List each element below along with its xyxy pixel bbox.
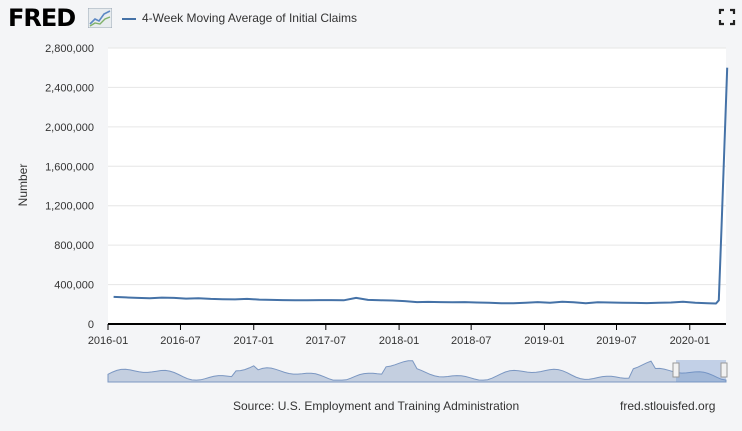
chart-header: FRED 4-Week Moving Average of Initial Cl… (0, 0, 742, 38)
x-tick-label: 2017-01 (234, 335, 274, 347)
x-tick-label: 2020-01 (670, 335, 710, 347)
x-tick-label: 2016-07 (160, 335, 200, 347)
fred-logo[interactable]: FRED (8, 4, 76, 32)
navigator-handle-left[interactable] (672, 362, 680, 378)
y-tick-label: 2,000,000 (45, 122, 94, 134)
y-tick-label: 2,800,000 (45, 43, 94, 55)
fullscreen-icon[interactable] (718, 8, 736, 26)
fred-logo-graph-icon (88, 8, 112, 28)
x-tick-label: 2019-01 (524, 335, 564, 347)
navigator-selection (676, 360, 726, 382)
source-note: Source: U.S. Employment and Training Adm… (233, 399, 520, 413)
x-tick-label: 2017-07 (306, 335, 346, 347)
fred-site-link[interactable]: fred.stlouisfed.org (620, 399, 716, 413)
y-tick-label: 0 (88, 319, 94, 331)
y-tick-label: 400,000 (54, 280, 94, 292)
navigator-handle-right[interactable] (720, 362, 728, 378)
navigator-series-area (107, 360, 727, 383)
y-tick-label: 1,600,000 (45, 161, 94, 173)
x-tick-label: 2018-01 (379, 335, 419, 347)
x-tick-label: 2016-01 (88, 335, 128, 347)
legend-swatch (122, 18, 136, 20)
plot-area (108, 48, 726, 324)
series-line (113, 67, 729, 305)
x-tick-label: 2018-07 (451, 335, 491, 347)
legend-label: 4-Week Moving Average of Initial Claims (142, 11, 357, 25)
y-tick-label: 800,000 (54, 240, 94, 252)
y-tick-label: 1,200,000 (45, 201, 94, 213)
x-tick-label: 2019-07 (596, 335, 636, 347)
y-tick-label: 2,400,000 (45, 82, 94, 94)
